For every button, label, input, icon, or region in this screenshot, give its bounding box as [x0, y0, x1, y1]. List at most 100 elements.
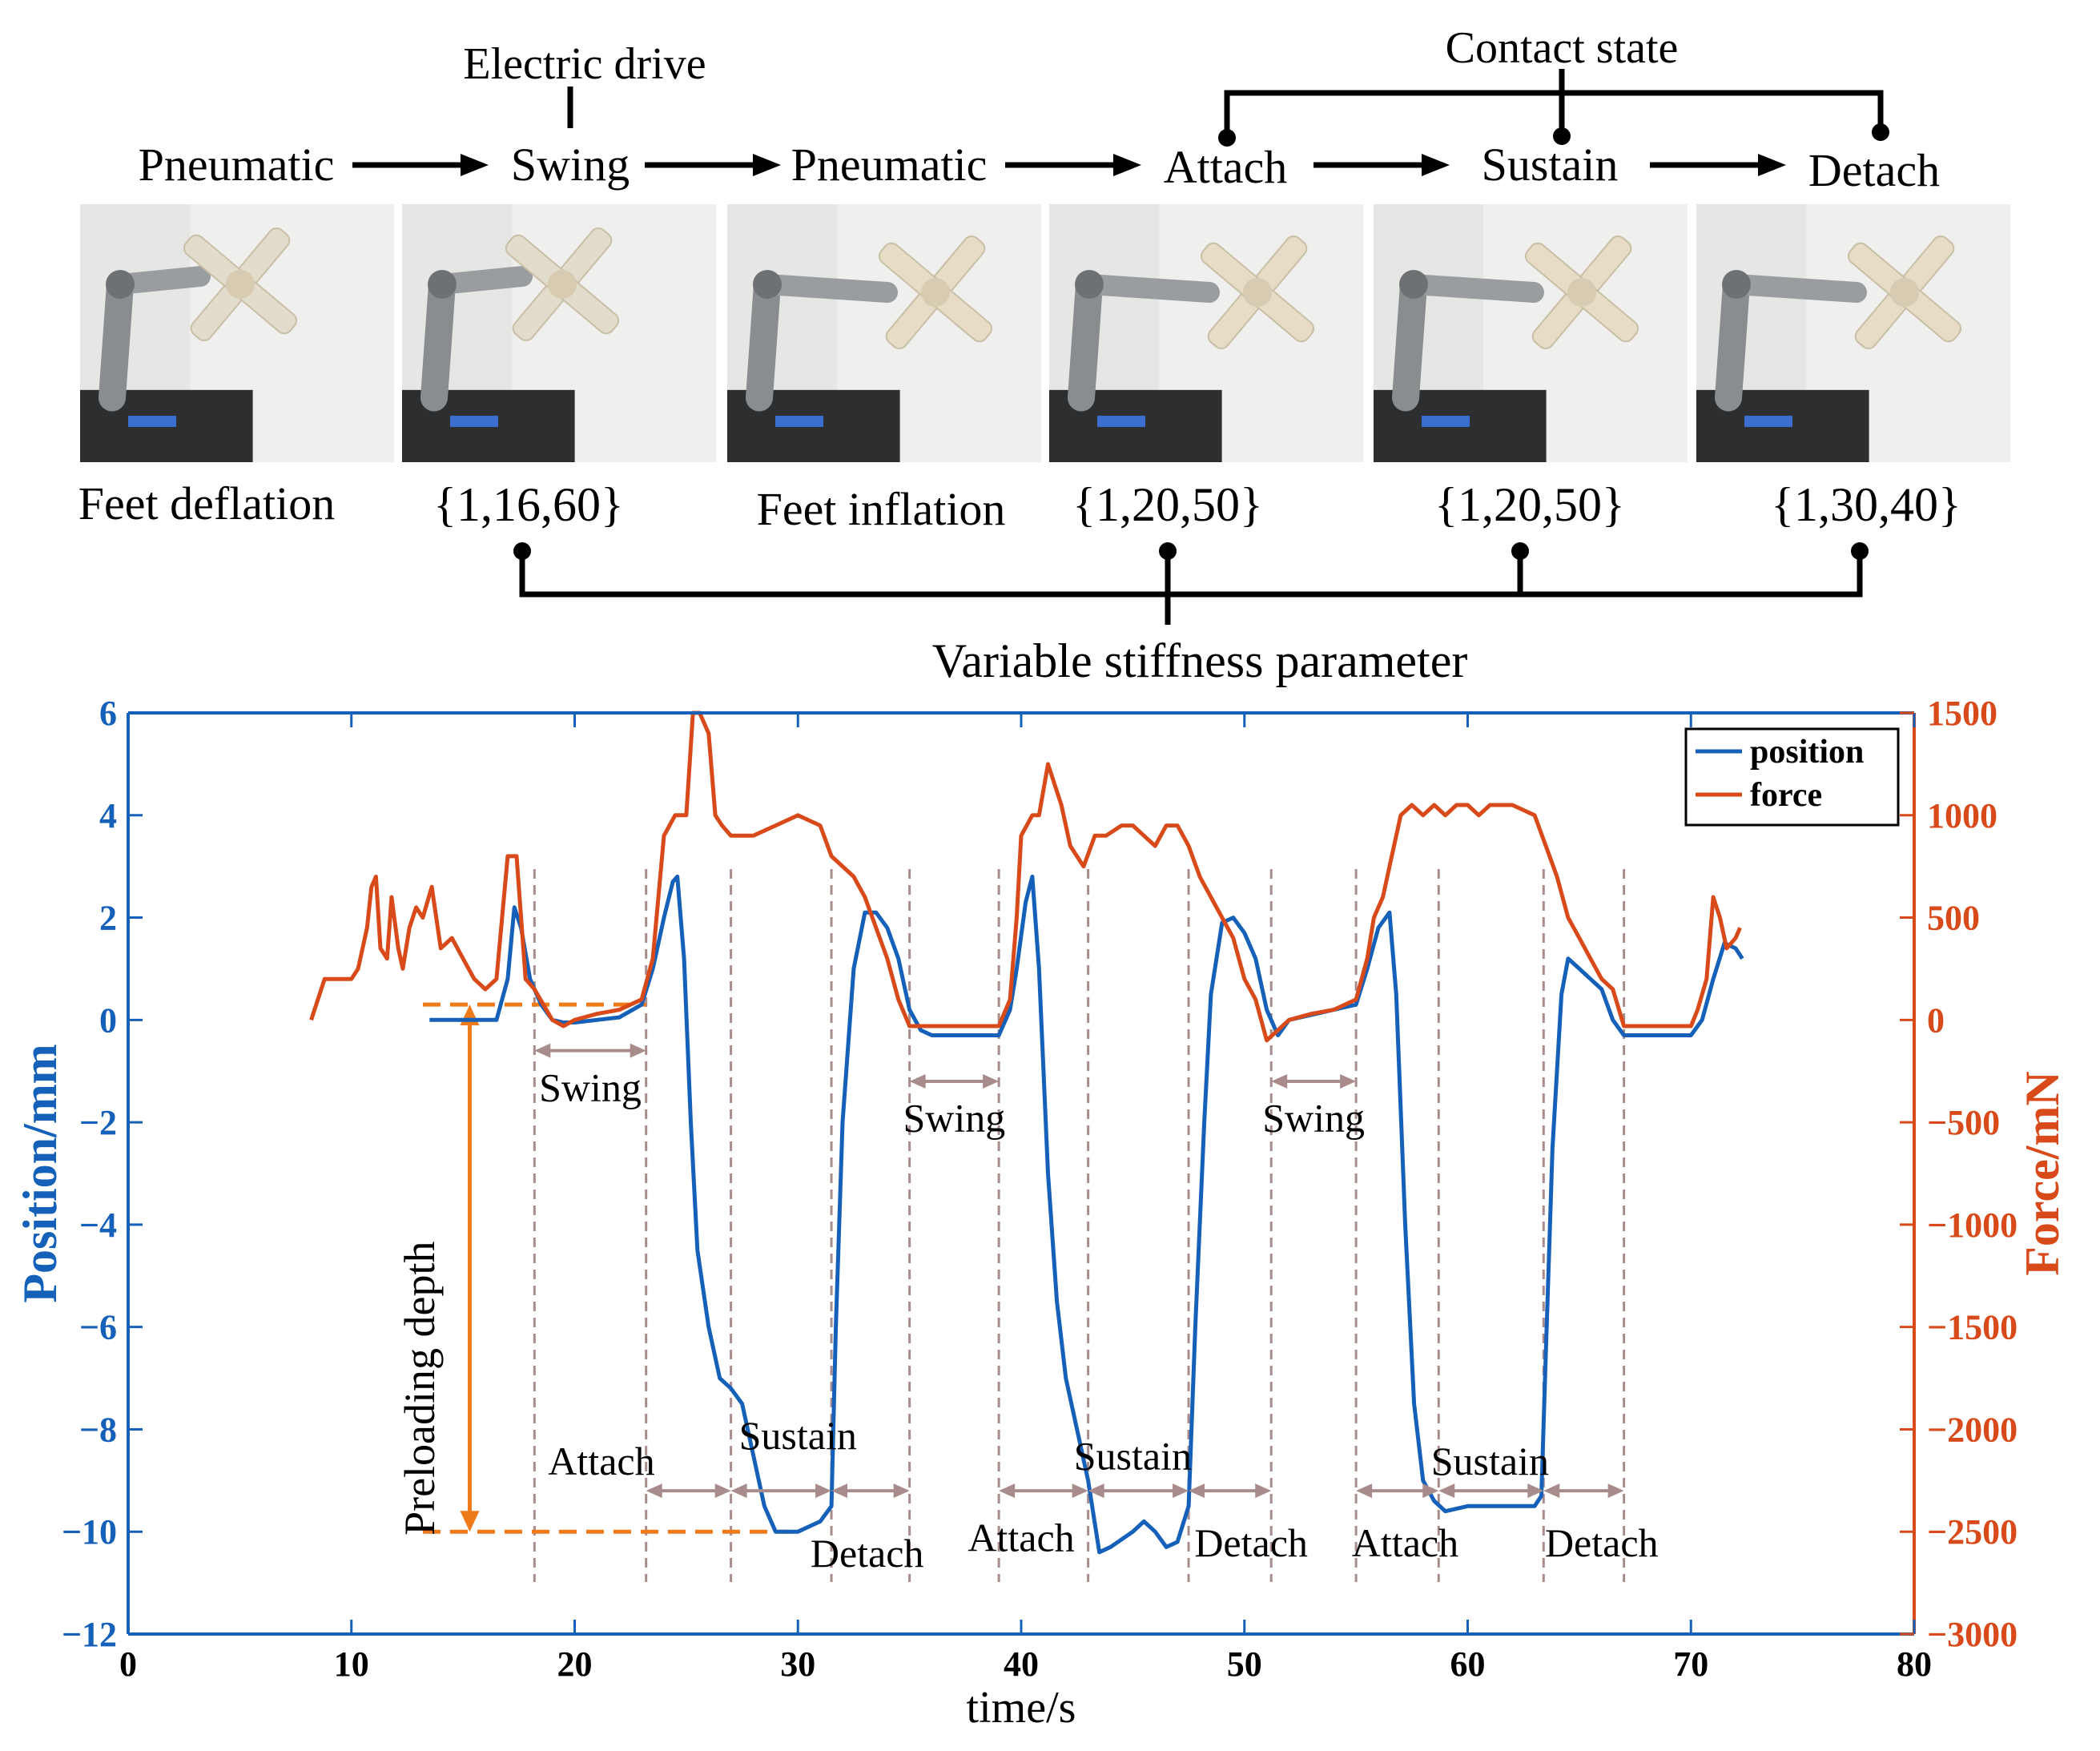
annotation-arrow-left: [534, 1043, 551, 1058]
phase-label-attach: Attach: [1164, 141, 1288, 193]
robot-base-accent: [1097, 416, 1145, 428]
contact-dot-detach: [1872, 123, 1889, 141]
stiffness-dot-attach: [1159, 542, 1177, 560]
preload-label: Preloading depth: [396, 1241, 444, 1535]
leg-upper-segment: [1726, 274, 1867, 303]
series-force-line: [309, 710, 1742, 1043]
annotation-label: Swing: [903, 1096, 1005, 1141]
annotation-arrow-right: [1340, 1074, 1357, 1089]
annotation-label: Detach: [1194, 1520, 1308, 1565]
leg-lower-segment: [99, 271, 134, 412]
robot-base-accent: [1422, 416, 1470, 428]
annotation-arrow-right: [1072, 1483, 1088, 1499]
annotation-swing-1: Swing: [903, 1074, 1005, 1141]
y-left-axis-label: Position/mm: [14, 1044, 66, 1302]
caption-feet-deflation: Feet deflation: [78, 477, 336, 529]
phase-label-pneumatic-1: Pneumatic: [139, 139, 335, 191]
annotation-label: Attach: [548, 1439, 654, 1483]
foot-hub: [1890, 278, 1919, 307]
x-tick-label: 20: [557, 1644, 593, 1684]
stiffness-dot-sustain: [1511, 542, 1529, 560]
leg-upper-segment: [757, 274, 898, 303]
photo-robot-leg-sustain: [1374, 204, 1688, 462]
legend-label-force: force: [1750, 777, 1822, 814]
arrow-5: [1650, 154, 1786, 176]
foot-hub: [226, 270, 255, 299]
caption-feet-inflation: Feet inflation: [757, 483, 1006, 535]
y-left-tick-label: −10: [62, 1512, 117, 1552]
x-tick-label: 10: [334, 1644, 369, 1684]
y-right-tick-label: −2500: [1927, 1512, 2018, 1552]
foot-hub: [548, 270, 577, 299]
annotation-arrow-right: [1527, 1483, 1544, 1499]
annotation-arrow-right: [1255, 1483, 1272, 1499]
x-tick-label: 40: [1004, 1644, 1039, 1684]
arrow-2: [645, 154, 781, 176]
preload-arrow-head-bottom: [460, 1511, 480, 1532]
leg-lower-segment: [1715, 271, 1750, 412]
chart-series: [309, 710, 1744, 1555]
stiffness-dot-detach: [1851, 542, 1869, 560]
chart-legend: position force: [1684, 727, 1900, 827]
contact-state-label: Contact state: [1446, 23, 1679, 73]
y-right-tick-label: −1000: [1927, 1206, 2018, 1245]
annotation-label: Detach: [1545, 1520, 1659, 1565]
y-right-tick-label: −500: [1927, 1103, 2000, 1142]
annotation-label: Sustain: [739, 1413, 857, 1458]
annotation-label: Attach: [968, 1516, 1074, 1560]
x-tick-label: 70: [1673, 1644, 1708, 1684]
leg-lower-segment: [1392, 271, 1427, 412]
x-tick-label: 50: [1227, 1644, 1262, 1684]
y-right-tick-label: 1500: [1927, 694, 1997, 733]
annotation-arrow-right: [630, 1043, 646, 1058]
stiffness-dot-swing: [513, 542, 531, 560]
annotation-attach-6: Attach: [968, 1483, 1088, 1560]
y-left-tick-label: 4: [99, 796, 117, 835]
y-left-tick-label: −4: [79, 1206, 117, 1245]
contact-dot-attach: [1218, 129, 1236, 147]
arrow-3: [1005, 154, 1141, 176]
phase-label-swing: Swing: [511, 139, 630, 191]
x-tick-label: 0: [119, 1644, 137, 1684]
annotation-detach-11: Detach: [1543, 1483, 1659, 1565]
y-left-tick-label: 0: [99, 1000, 117, 1040]
annotation-detach-5: Detach: [811, 1483, 923, 1576]
variable-stiffness-label: Variable stiffness parameter: [932, 634, 1468, 687]
annotation-label: Swing: [1262, 1096, 1365, 1141]
phase-markers: [533, 869, 1626, 1582]
preload-depth: Preloading depth: [396, 1002, 787, 1536]
chart-axes: 0 10 20 30 40 50 60 70 806420−2−4−6−8−10−1215001…: [14, 694, 2069, 1733]
y-right-tick-label: −2000: [1927, 1410, 2018, 1449]
foot-hub: [1567, 278, 1596, 307]
x-tick-label: 30: [780, 1644, 815, 1684]
y-left-tick-label: 6: [99, 694, 117, 733]
annotation-arrow-right: [983, 1074, 1000, 1089]
contact-dot-sustain: [1553, 127, 1571, 145]
annotation-arrow-left: [909, 1074, 926, 1089]
foot-hub: [921, 278, 950, 307]
annotation-arrow-left: [1356, 1483, 1373, 1499]
photo-robot-leg-swing: [402, 204, 716, 462]
leg-joint: [1399, 270, 1428, 299]
x-axis-label: time/s: [967, 1683, 1076, 1733]
annotation-label: Sustain: [1431, 1439, 1549, 1483]
leg-lower-segment: [746, 271, 781, 412]
annotation-arrow-left: [999, 1483, 1016, 1499]
y-right-axis-label: Force/mN: [2016, 1071, 2069, 1275]
annotation-attach-3: Attach: [548, 1439, 731, 1499]
y-right-tick-label: −3000: [1927, 1615, 2018, 1654]
phase-label-detach: Detach: [1808, 144, 1940, 196]
leg-upper-segment: [1079, 274, 1220, 303]
phase-label-sustain: Sustain: [1482, 139, 1619, 191]
leg-joint: [428, 270, 457, 299]
annotation-arrow-left: [1088, 1483, 1104, 1499]
robot-base-accent: [1744, 416, 1792, 428]
legend-box: [1684, 727, 1900, 827]
contact-state-bracket: [1224, 90, 1884, 138]
leg-joint: [753, 270, 782, 299]
arrow-1: [352, 154, 489, 176]
leg-joint: [1075, 270, 1104, 299]
